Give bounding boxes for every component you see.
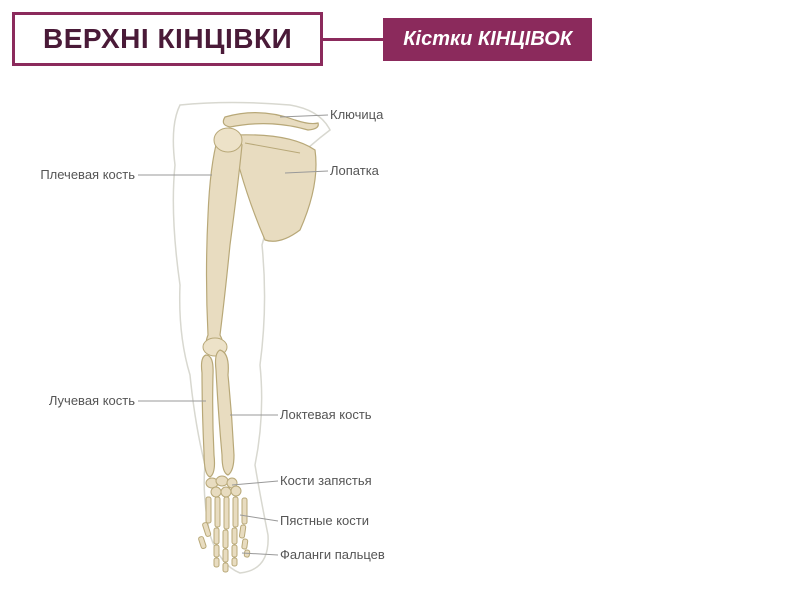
carpal-bones	[206, 476, 241, 497]
label-ulna: Локтевая кость	[280, 407, 372, 422]
metacarpal-bones	[206, 497, 247, 529]
ulna-bone	[216, 350, 235, 475]
title-connector	[323, 38, 383, 41]
humerus-head	[214, 128, 242, 152]
humerus-bone	[206, 135, 242, 353]
label-carpals: Кости запястья	[280, 473, 372, 488]
label-scapula: Лопатка	[330, 163, 379, 178]
label-radius: Лучевая кость	[30, 393, 135, 408]
page-subtitle: Кістки КІНЦІВОК	[403, 28, 572, 50]
label-humerus: Плечевая кость	[25, 167, 135, 182]
scapula-bone	[234, 135, 316, 241]
label-phalanges: Фаланги пальцев	[280, 547, 385, 562]
clavicle-bone	[223, 113, 318, 130]
label-metacarpals: Пястные кости	[280, 513, 369, 528]
label-clavicle: Ключица	[330, 107, 383, 122]
page-subtitle-box: Кістки КІНЦІВОК	[383, 18, 592, 61]
page-title-box: ВЕРХНІ КІНЦІВКИ	[12, 12, 323, 66]
phalange-bones	[198, 522, 250, 572]
header-row: ВЕРХНІ КІНЦІВКИ Кістки КІНЦІВОК	[12, 12, 788, 66]
anatomy-diagram: Ключица Лопатка Плечевая кость Лучевая к…	[20, 95, 460, 585]
page-title: ВЕРХНІ КІНЦІВКИ	[43, 23, 292, 54]
